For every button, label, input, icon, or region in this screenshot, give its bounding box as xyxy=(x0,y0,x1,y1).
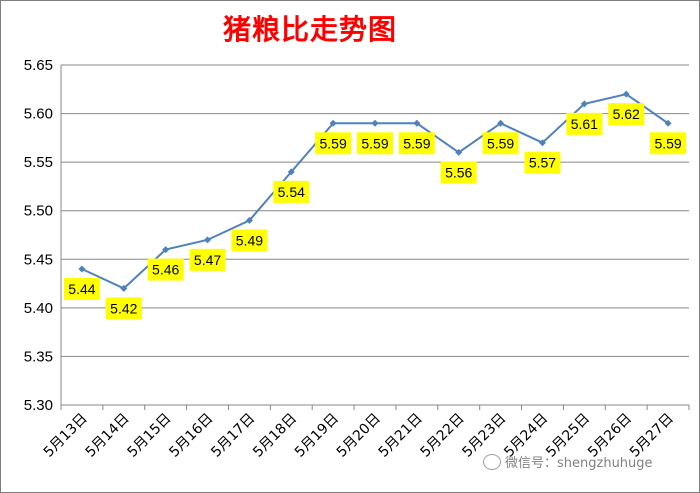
x-tick-label: 5月21日 xyxy=(376,411,426,461)
data-point xyxy=(497,119,505,127)
data-label-box xyxy=(189,248,226,271)
data-label: 5.56 xyxy=(445,164,472,180)
x-tick-label: 5月14日 xyxy=(83,411,133,461)
data-label: 5.46 xyxy=(152,262,179,278)
data-label-box xyxy=(440,161,477,184)
data-point xyxy=(371,119,379,127)
data-label: 5.47 xyxy=(194,252,221,268)
data-point xyxy=(78,265,86,273)
data-label-box xyxy=(482,132,519,155)
x-tick-label: 5月20日 xyxy=(334,411,384,461)
y-tick-label: 5.65 xyxy=(24,57,53,74)
data-point xyxy=(329,119,337,127)
data-point xyxy=(538,139,546,147)
data-label: 5.59 xyxy=(487,135,514,151)
wechat-icon xyxy=(483,453,501,470)
data-label: 5.54 xyxy=(278,184,305,200)
chart-title: 猪粮比走势图 xyxy=(222,13,397,46)
data-label-box xyxy=(608,103,645,126)
data-label: 5.49 xyxy=(236,232,263,248)
data-point xyxy=(204,236,212,244)
y-tick-label: 5.60 xyxy=(24,106,53,123)
data-point xyxy=(287,168,295,176)
y-tick-label: 5.40 xyxy=(24,300,53,317)
data-point xyxy=(162,246,170,254)
data-label-box xyxy=(650,132,687,155)
data-point xyxy=(245,216,253,224)
x-tick-label: 5月17日 xyxy=(208,411,258,461)
data-label-box xyxy=(566,112,603,135)
y-tick-label: 5.45 xyxy=(24,251,53,268)
data-label-box xyxy=(105,297,142,320)
y-tick-label: 5.55 xyxy=(24,154,53,171)
data-label-box xyxy=(315,132,352,155)
y-tick-label: 5.30 xyxy=(24,397,53,414)
data-label: 5.42 xyxy=(110,300,137,316)
data-label-box xyxy=(357,132,393,155)
data-point xyxy=(120,284,128,292)
data-label: 5.59 xyxy=(654,135,681,151)
y-tick-label: 5.50 xyxy=(24,203,53,220)
data-label-box xyxy=(524,151,561,174)
data-point xyxy=(413,119,421,127)
x-tick-label: 5月18日 xyxy=(250,411,300,461)
watermark-text: 微信号：shengzhuhuge xyxy=(505,456,653,471)
data-label-box xyxy=(231,229,268,252)
data-label-box xyxy=(147,258,184,281)
x-tick-label: 5月16日 xyxy=(166,411,216,461)
data-label-box xyxy=(398,132,435,155)
data-label: 5.44 xyxy=(68,281,95,297)
data-point xyxy=(580,100,588,108)
data-label-box xyxy=(63,278,100,300)
data-label: 5.57 xyxy=(529,155,556,171)
data-point xyxy=(622,90,630,98)
data-label: 5.61 xyxy=(571,116,598,132)
data-label: 5.59 xyxy=(361,135,388,151)
x-tick-label: 5月22日 xyxy=(418,411,468,461)
x-tick-label: 5月15日 xyxy=(124,411,174,461)
data-label: 5.59 xyxy=(320,135,347,151)
y-tick-label: 5.35 xyxy=(24,348,53,365)
data-point xyxy=(455,148,463,156)
data-label: 5.62 xyxy=(613,106,640,122)
data-label-box xyxy=(273,180,310,203)
x-tick-label: 5月13日 xyxy=(41,411,91,461)
data-point xyxy=(664,119,672,127)
watermark: 微信号：shengzhuhuge xyxy=(483,452,653,471)
x-tick-label: 5月19日 xyxy=(292,411,342,461)
data-label: 5.59 xyxy=(403,135,430,151)
